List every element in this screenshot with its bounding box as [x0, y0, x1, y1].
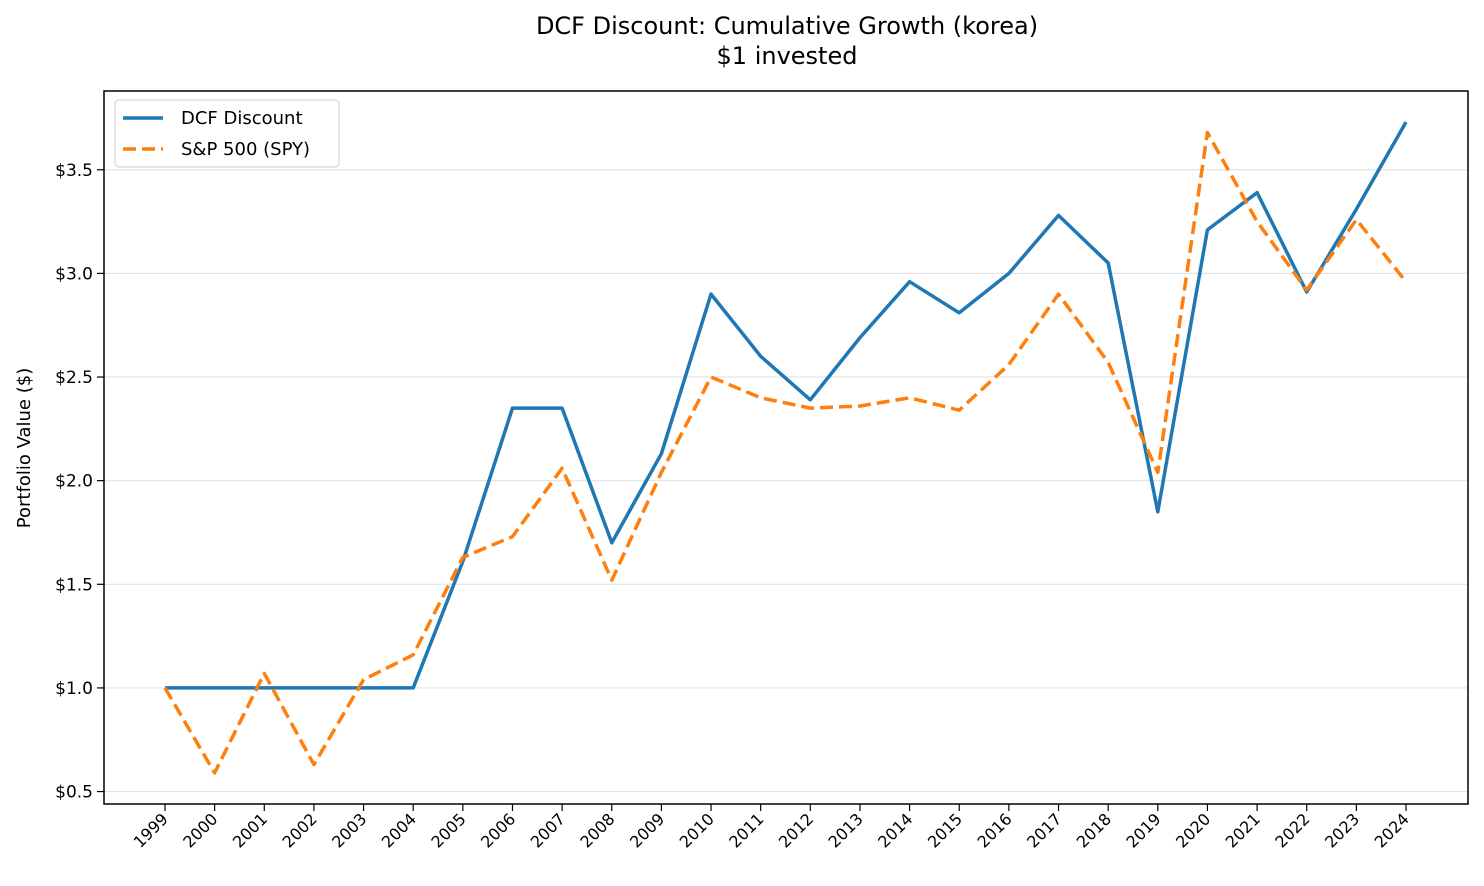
legend: DCF Discount S&P 500 (SPY) — [114, 99, 340, 168]
x-tick-label: 2016 — [973, 809, 1015, 851]
x-tick-label: 2021 — [1222, 809, 1264, 851]
x-tick-label: 1999 — [130, 809, 172, 851]
plot-area-frame — [103, 90, 1469, 805]
x-tick-label: 2015 — [924, 809, 966, 851]
legend-label-dcf-discount: DCF Discount — [181, 108, 303, 129]
x-tick-label: 2007 — [527, 809, 569, 851]
x-tick-label: 2008 — [576, 809, 618, 851]
x-tick-label: 2006 — [477, 809, 519, 851]
chart-title: DCF Discount: Cumulative Growth (korea) — [536, 12, 1038, 40]
y-tick-label: $1.5 — [55, 575, 93, 595]
x-tick-label: 2003 — [328, 809, 370, 851]
series-lines — [163, 121, 1408, 775]
y-tick-label: $2.5 — [55, 368, 93, 388]
series-line-dcf-discount — [165, 121, 1408, 690]
x-tick-label: 2020 — [1172, 809, 1214, 851]
x-tick-label: 2019 — [1122, 809, 1164, 851]
x-tick-label: 2004 — [378, 809, 420, 851]
x-tick-label: 2001 — [229, 809, 271, 851]
chart-subtitle: $1 invested — [717, 42, 858, 70]
x-tick-label: 2022 — [1271, 809, 1313, 851]
legend-label-sp500: S&P 500 (SPY) — [181, 139, 310, 160]
series-line-sp500 — [163, 130, 1408, 775]
x-tick-label: 2012 — [775, 809, 817, 851]
y-tick-label: $3.0 — [55, 264, 93, 284]
y-axis: $0.5 $1.0 $1.5 $2.0 $2.5 $3.0 $3.5 — [55, 161, 104, 803]
x-tick-label: 2013 — [825, 809, 867, 851]
y-axis-label: Portfolio Value ($) — [14, 368, 35, 528]
x-tick-label: 2009 — [626, 809, 668, 851]
y-tick-label: $3.5 — [55, 161, 93, 181]
legend-box — [114, 99, 340, 168]
x-axis: 1999 2000 2001 2002 2003 2004 2005 2006 2007 2008… — [130, 804, 1413, 852]
y-gridlines — [104, 169, 1468, 793]
x-tick-label: 2014 — [874, 809, 916, 851]
x-tick-label: 2023 — [1321, 809, 1363, 851]
x-tick-label: 2000 — [179, 809, 221, 851]
y-tick-label: $1.0 — [55, 679, 93, 699]
x-tick-label: 2005 — [427, 809, 469, 851]
x-tick-label: 2002 — [279, 809, 321, 851]
y-tick-label: $0.5 — [55, 783, 93, 803]
x-tick-label: 2017 — [1023, 809, 1065, 851]
x-tick-label: 2018 — [1073, 809, 1115, 851]
x-tick-label: 2024 — [1371, 809, 1413, 851]
y-tick-label: $2.0 — [55, 472, 93, 492]
x-tick-label: 2010 — [676, 809, 718, 851]
x-tick-label: 2011 — [725, 809, 767, 851]
